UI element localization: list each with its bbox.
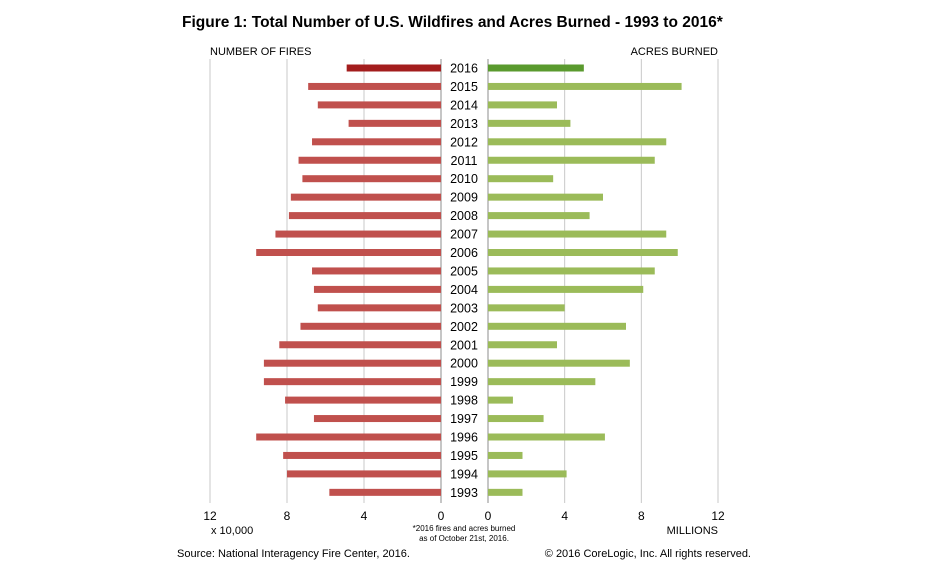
acres-bar-1996 [488,433,605,441]
acres-bars [488,64,682,496]
x-ticks-right: 0 4 8 12 [485,509,725,523]
fires-bar-2011 [298,156,441,164]
year-label-2005: 2005 [450,264,478,278]
fires-bar-1997 [313,415,441,423]
fires-bar-2010 [302,175,441,183]
fires-bar-2001 [279,341,441,349]
fires-bar-1996 [256,433,441,441]
footnote-line-1: *2016 fires and acres burned [413,524,516,533]
acres-bar-1997 [488,415,544,423]
fires-bar-2014 [317,101,441,109]
acres-bar-2006 [488,249,678,256]
fires-bar-2005 [312,267,441,275]
fires-bar-2002 [300,322,441,330]
year-label-1995: 1995 [450,449,478,463]
fires-bar-1998 [285,396,441,404]
year-label-2004: 2004 [450,283,478,297]
acres-bar-1994 [488,470,567,478]
fires-bar-2009 [290,193,441,201]
year-label-2002: 2002 [450,320,478,334]
copyright-note: © 2016 CoreLogic, Inc. All rights reserv… [545,548,751,560]
fires-bar-2013 [348,119,441,127]
left-unit-label: x 10,000 [211,525,253,537]
right-unit-label: MILLIONS [667,525,718,537]
acres-bar-2016 [488,64,584,72]
year-labels: 2016 2015 2014 2013 2012 2011 2010 2009 2008 2007… [450,62,478,500]
acres-bar-2014 [488,101,557,109]
fires-bar-1993 [329,488,441,496]
acres-bar-2008 [488,212,590,220]
fires-bar-2016 [346,64,441,72]
tick-right-8: 8 [638,509,645,523]
acres-bar-1999 [488,378,596,386]
acres-bar-1998 [488,396,513,404]
year-label-2007: 2007 [450,228,478,242]
tick-left-4: 4 [361,509,368,523]
source-note: Source: National Interagency Fire Center… [177,548,410,560]
year-label-2016: 2016 [450,62,478,76]
year-label-2014: 2014 [450,98,478,112]
acres-bar-2002 [488,322,626,330]
acres-bar-2015 [488,82,682,90]
fires-bars [256,64,441,496]
fires-bar-2012 [312,138,441,146]
x-ticks-left: 12 8 4 0 [203,509,444,523]
tick-right-0: 0 [485,509,492,523]
footnote-line-2: as of October 21st, 2016. [419,534,509,543]
tick-left-0: 0 [438,509,445,523]
acres-bar-2005 [488,267,655,275]
acres-bar-2011 [488,156,655,164]
tick-left-12: 12 [203,509,217,523]
acres-bar-2010 [488,175,554,183]
acres-bar-2012 [488,138,667,146]
year-label-2013: 2013 [450,117,478,131]
year-label-1994: 1994 [450,467,478,481]
year-label-1993: 1993 [450,486,478,500]
fires-bar-2003 [317,304,441,312]
grid-left [209,59,442,503]
acres-bar-2001 [488,341,557,349]
tick-right-12: 12 [711,509,725,523]
year-label-2015: 2015 [450,80,478,94]
acres-bar-2003 [488,304,565,312]
year-label-1997: 1997 [450,412,478,426]
chart-title: Figure 1: Total Number of U.S. Wildfires… [182,14,724,31]
fires-bar-2006 [256,249,441,256]
fires-bar-1994 [287,470,441,478]
fires-bar-2007 [275,230,441,238]
year-label-2010: 2010 [450,172,478,186]
grid-right [487,59,719,503]
right-panel-label: ACRES BURNED [631,46,718,58]
year-label-2008: 2008 [450,209,478,223]
fires-bar-2008 [288,212,441,220]
year-label-2011: 2011 [451,154,478,168]
left-panel-label: NUMBER OF FIRES [210,46,311,58]
year-label-2012: 2012 [450,135,478,149]
year-label-2009: 2009 [450,191,478,205]
acres-bar-1995 [488,451,523,459]
acres-bar-2000 [488,359,630,367]
tick-right-4: 4 [561,509,568,523]
fires-bar-2004 [313,285,441,293]
acres-bar-2013 [488,119,571,127]
year-label-1999: 1999 [450,375,478,389]
year-label-1998: 1998 [450,394,478,408]
acres-bar-2004 [488,285,644,293]
fires-bar-1999 [263,378,441,386]
year-label-1996: 1996 [450,431,478,445]
year-label-2001: 2001 [450,338,478,352]
fires-bar-2015 [308,82,441,90]
year-label-2006: 2006 [450,246,478,260]
year-label-2003: 2003 [450,301,478,315]
fires-bar-1995 [283,451,441,459]
acres-bar-2009 [488,193,603,201]
tick-left-8: 8 [284,509,291,523]
year-label-2000: 2000 [450,357,478,371]
acres-bar-1993 [488,488,523,496]
fires-bar-2000 [263,359,441,367]
acres-bar-2007 [488,230,667,238]
